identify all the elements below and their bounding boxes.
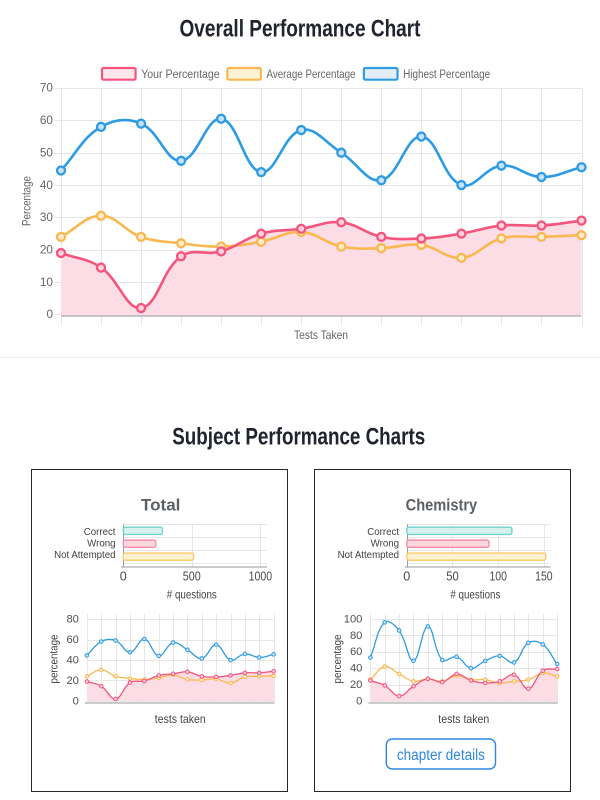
svg-text:tests taken: tests taken xyxy=(438,712,489,726)
svg-text:40: 40 xyxy=(350,663,362,675)
svg-text:20: 20 xyxy=(350,679,362,691)
svg-text:500: 500 xyxy=(183,568,201,583)
svg-text:0: 0 xyxy=(403,568,410,583)
svg-text:80: 80 xyxy=(350,630,362,642)
svg-text:Wrong: Wrong xyxy=(87,539,115,550)
svg-text:60: 60 xyxy=(66,634,78,646)
svg-text:150: 150 xyxy=(535,568,553,583)
svg-text:# questions: # questions xyxy=(450,588,500,602)
svg-text:0: 0 xyxy=(120,568,127,583)
svg-text:0: 0 xyxy=(356,695,362,707)
svg-text:Not Attempted: Not Attempted xyxy=(338,550,399,561)
svg-text:# questions: # questions xyxy=(167,588,217,602)
svg-text:tests taken: tests taken xyxy=(155,712,206,726)
svg-text:100: 100 xyxy=(344,613,363,625)
svg-text:Overall Performance Chart: Overall Performance Chart xyxy=(180,16,421,43)
svg-text:50: 50 xyxy=(40,145,54,159)
svg-text:Correct: Correct xyxy=(367,527,399,538)
svg-text:60: 60 xyxy=(40,113,54,127)
svg-text:Your Percentage: Your Percentage xyxy=(141,67,220,81)
svg-text:Correct: Correct xyxy=(84,527,116,538)
svg-text:40: 40 xyxy=(40,178,54,192)
svg-text:percentage: percentage xyxy=(332,635,344,684)
svg-text:20: 20 xyxy=(66,675,78,687)
svg-text:Wrong: Wrong xyxy=(371,539,399,550)
svg-text:60: 60 xyxy=(350,646,362,658)
svg-text:chapter details: chapter details xyxy=(397,747,485,764)
svg-text:1000: 1000 xyxy=(249,568,273,583)
svg-text:0: 0 xyxy=(46,307,53,321)
svg-text:Percentage: Percentage xyxy=(19,176,33,226)
svg-text:50: 50 xyxy=(446,568,459,583)
svg-text:40: 40 xyxy=(66,654,78,666)
svg-text:Not Attempted: Not Attempted xyxy=(54,550,115,561)
svg-text:100: 100 xyxy=(489,568,507,583)
svg-text:30: 30 xyxy=(40,210,54,224)
svg-text:80: 80 xyxy=(66,613,78,625)
svg-text:20: 20 xyxy=(40,243,54,257)
svg-text:Total: Total xyxy=(141,496,181,515)
svg-text:percentage: percentage xyxy=(48,635,60,684)
svg-text:Chemistry: Chemistry xyxy=(406,496,478,515)
svg-text:Tests Taken: Tests Taken xyxy=(294,328,348,342)
svg-text:Subject Performance Charts: Subject Performance Charts xyxy=(172,423,425,450)
svg-text:10: 10 xyxy=(40,275,54,289)
svg-text:Average Percentage: Average Percentage xyxy=(267,67,356,81)
svg-text:0: 0 xyxy=(73,695,79,707)
svg-text:Highest Percentage: Highest Percentage xyxy=(403,67,490,81)
svg-text:70: 70 xyxy=(40,81,54,95)
